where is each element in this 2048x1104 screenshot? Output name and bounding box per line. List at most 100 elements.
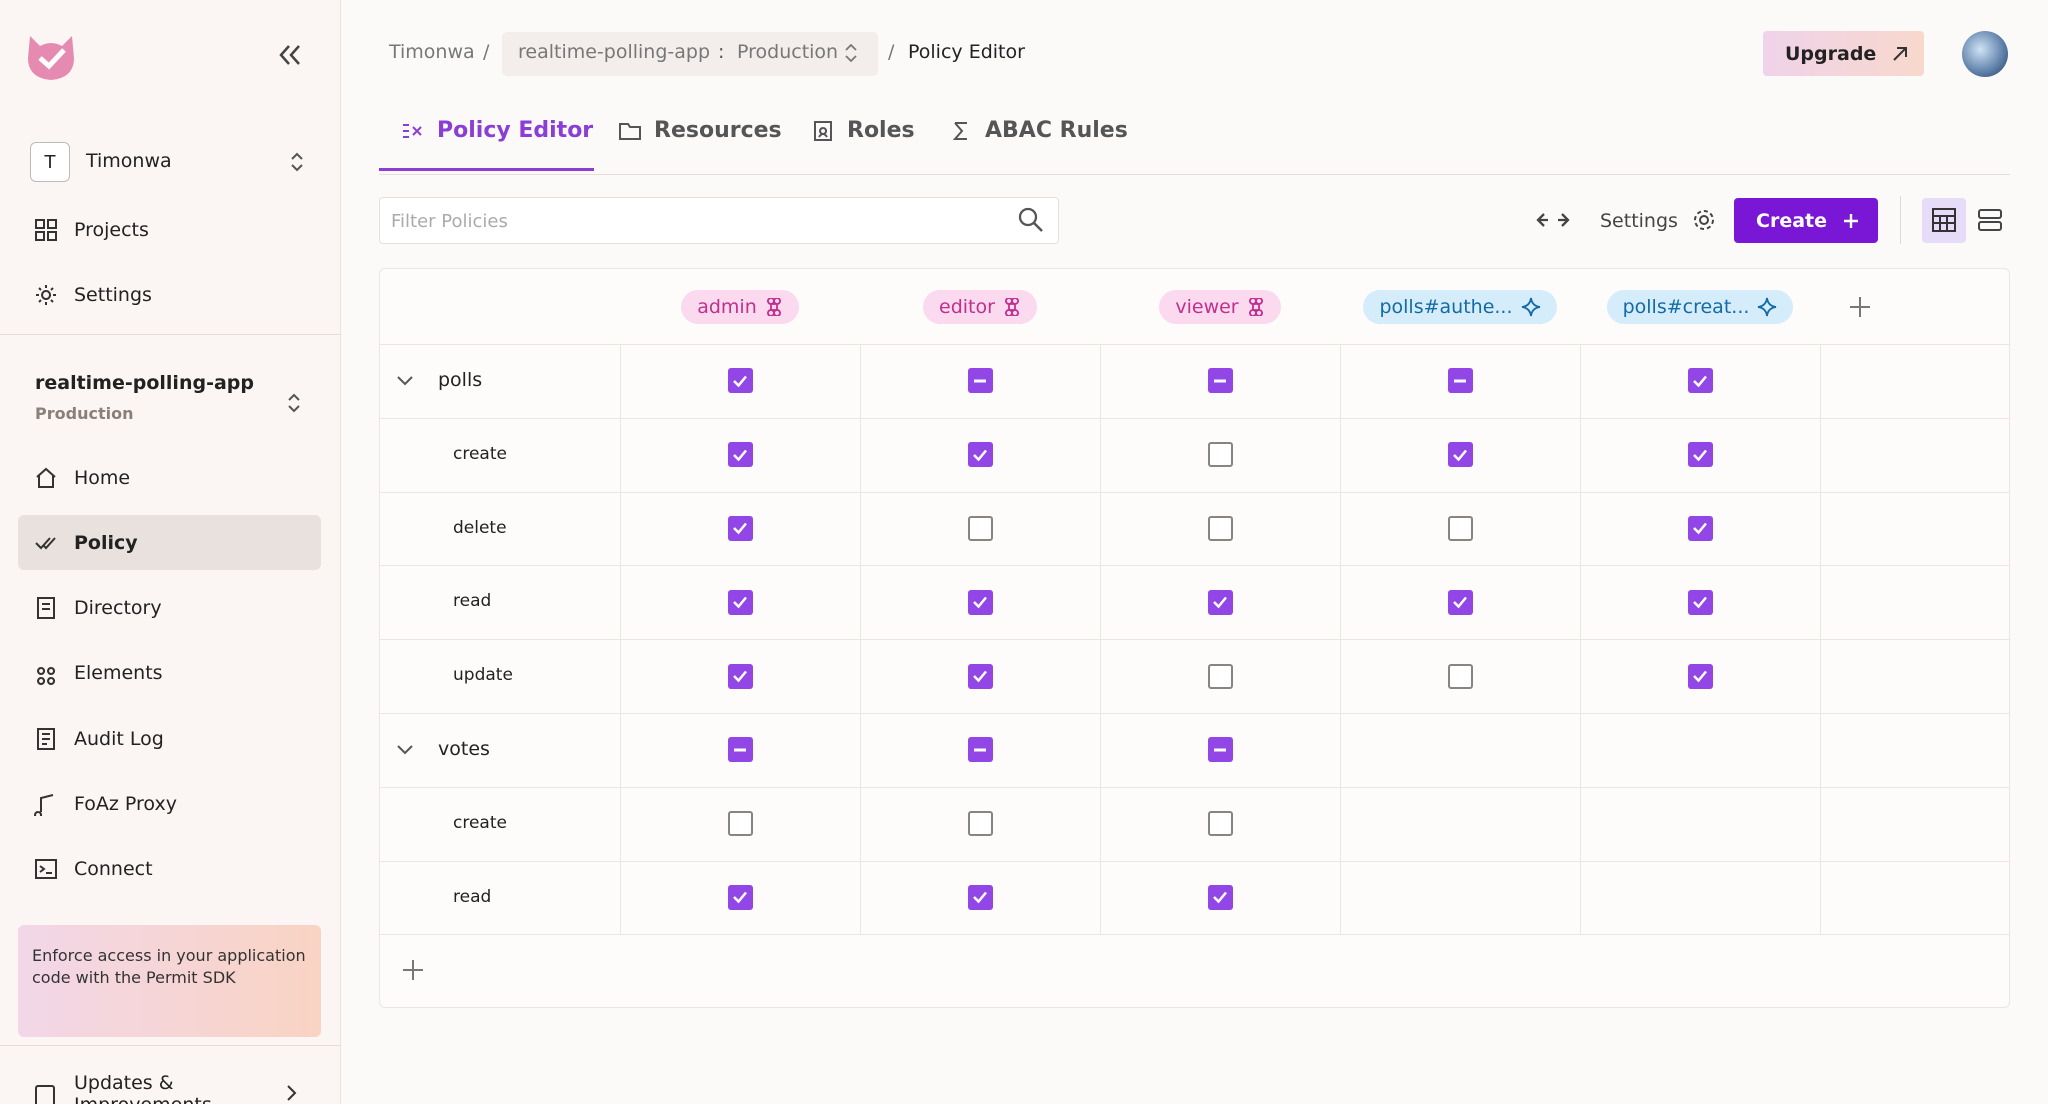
- breadcrumb[interactable]: Timonwa: [389, 41, 475, 63]
- icon: [36, 284, 56, 305]
- check-icon: [733, 670, 747, 683]
- settings-button[interactable]: Settings: [1600, 210, 1678, 232]
- column-header: polls#creat...: [1580, 269, 1820, 344]
- checkbox[interactable]: [1207, 442, 1233, 468]
- chevron-down: [397, 745, 413, 755]
- checkbox[interactable]: [967, 884, 993, 910]
- avatar[interactable]: [1962, 31, 2008, 77]
- project-name[interactable]: realtime-polling-app: [35, 372, 254, 394]
- checkbox[interactable]: [727, 737, 753, 763]
- updates[interactable]: Updates & Improvements: [74, 1072, 212, 1104]
- checkbox[interactable]: [1687, 368, 1713, 394]
- checkbox[interactable]: [727, 368, 753, 394]
- column-badge[interactable]: editor: [923, 289, 1037, 324]
- checkbox[interactable]: [727, 589, 753, 615]
- filter-input[interactable]: Filter Policies: [379, 197, 1059, 244]
- row-divider: [380, 713, 2009, 714]
- expand-toggle[interactable]: [390, 344, 420, 418]
- checkbox[interactable]: [1447, 442, 1473, 468]
- checkbox[interactable]: [1207, 737, 1233, 763]
- promo[interactable]: Enforce access in your application code …: [18, 925, 321, 1037]
- checkbox[interactable]: [1207, 368, 1233, 394]
- column-badge[interactable]: admin: [681, 289, 799, 324]
- grid-view-button[interactable]: [1922, 198, 1966, 243]
- nav-label: FoAz Proxy: [74, 793, 177, 815]
- tab[interactable]: Policy Editor: [401, 118, 593, 143]
- workspace-name[interactable]: Timonwa: [86, 150, 172, 172]
- checkbox[interactable]: [727, 811, 753, 837]
- checkbox[interactable]: [1687, 589, 1713, 615]
- project-selector[interactable]: [502, 32, 878, 76]
- nav-item[interactable]: Elements: [18, 646, 321, 701]
- icon: [35, 218, 57, 241]
- checkbox[interactable]: [967, 442, 993, 468]
- cell: [620, 861, 860, 935]
- nav-item[interactable]: FoAz Proxy: [18, 777, 321, 832]
- cell: [860, 861, 1100, 935]
- checkbox[interactable]: [1687, 515, 1713, 541]
- cell: [860, 565, 1100, 639]
- upgrade-button[interactable]: Upgrade: [1763, 31, 1924, 76]
- checkbox[interactable]: [1687, 663, 1713, 689]
- nav-item[interactable]: Home: [18, 450, 321, 505]
- checkbox[interactable]: [1447, 663, 1473, 689]
- create-button[interactable]: Create: [1734, 198, 1878, 243]
- checkbox[interactable]: [1207, 811, 1233, 837]
- checkbox[interactable]: [1207, 663, 1233, 689]
- checkbox[interactable]: [967, 811, 993, 837]
- check-icon: [973, 892, 987, 904]
- checkbox[interactable]: [1207, 884, 1233, 910]
- column-header: editor: [860, 269, 1100, 344]
- icon: [37, 667, 56, 686]
- checkbox[interactable]: [967, 368, 993, 394]
- sidebar: T Timonwa realtime-polling-app Productio…: [0, 0, 341, 1104]
- tab[interactable]: Resources: [618, 118, 782, 143]
- add-column[interactable]: [1840, 269, 1880, 344]
- grid-icon: [1932, 208, 1956, 232]
- nav-item[interactable]: Directory: [18, 581, 321, 636]
- nav-item[interactable]: Audit Log: [18, 711, 321, 766]
- tab[interactable]: Roles: [811, 118, 915, 143]
- checkbox[interactable]: [1447, 368, 1473, 394]
- row-divider: [380, 934, 2009, 936]
- column-badge[interactable]: polls#authe...: [1363, 289, 1557, 324]
- checkbox[interactable]: [1687, 442, 1713, 468]
- checkbox[interactable]: [1207, 589, 1233, 615]
- checkbox[interactable]: [1447, 589, 1473, 615]
- checkbox[interactable]: [727, 442, 753, 468]
- icon: [403, 123, 422, 138]
- checkbox[interactable]: [967, 737, 993, 763]
- checkbox[interactable]: [727, 884, 753, 910]
- checkbox[interactable]: [967, 663, 993, 689]
- icon: [34, 794, 54, 816]
- icon: [37, 597, 55, 620]
- cell: [1580, 639, 1820, 713]
- checkbox[interactable]: [1207, 515, 1233, 541]
- checkbox[interactable]: [727, 515, 753, 541]
- nav-item[interactable]: Projects: [18, 202, 321, 257]
- updates-icon: [35, 1085, 55, 1104]
- nav-item[interactable]: Policy: [18, 515, 321, 571]
- plus-icon: [403, 960, 423, 981]
- tab[interactable]: ABAC Rules: [949, 118, 1128, 143]
- cell: [620, 344, 860, 418]
- nav-item[interactable]: Connect: [18, 842, 321, 897]
- checkbox[interactable]: [967, 589, 993, 615]
- chevron: [288, 393, 300, 413]
- checkbox[interactable]: [967, 515, 993, 541]
- column-badge[interactable]: viewer: [1159, 289, 1281, 324]
- checkbox[interactable]: [1447, 515, 1473, 541]
- policy-table: admin editor viewer polls#authe... polls#cre…: [379, 268, 2010, 1008]
- expand-toggle[interactable]: [390, 713, 420, 787]
- row-divider: [380, 417, 2009, 419]
- checkbox[interactable]: [727, 663, 753, 689]
- check-icon: [1693, 670, 1707, 683]
- add-row[interactable]: [398, 952, 428, 988]
- collapse-button[interactable]: [278, 44, 302, 66]
- expand-icon[interactable]: [1536, 210, 1570, 230]
- nav-item[interactable]: Settings: [18, 267, 321, 322]
- list-view-button[interactable]: [1978, 208, 2002, 232]
- column-badge[interactable]: polls#creat...: [1606, 289, 1794, 324]
- chevron: [287, 1085, 297, 1101]
